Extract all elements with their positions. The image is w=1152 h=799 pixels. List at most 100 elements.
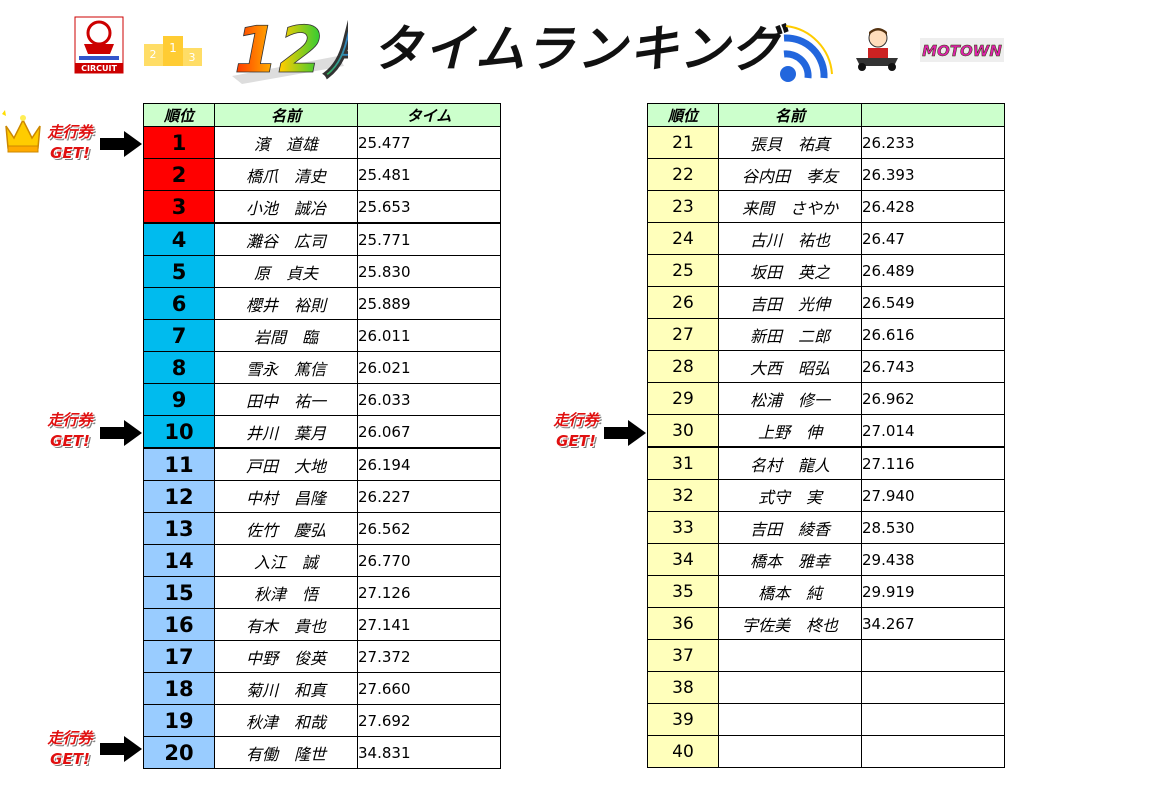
- rank-cell: 1: [143, 126, 215, 159]
- svg-text:12月: 12月: [234, 14, 348, 86]
- time-cell: 26.033: [357, 383, 501, 416]
- badge-line1: 走行券: [47, 123, 93, 141]
- table-row: 21 張貝 祐真 26.233: [647, 126, 1005, 159]
- time-cell: 26.393: [861, 158, 1005, 191]
- svg-text:1: 1: [169, 41, 177, 55]
- rank-cell: 38: [647, 671, 719, 704]
- rank-cell: 31: [647, 446, 719, 480]
- table-row: 25 坂田 英之 26.489: [647, 254, 1005, 287]
- time-cell: [861, 703, 1005, 736]
- table-row: 30 上野 伸 27.014: [647, 414, 1005, 448]
- name-cell: 吉田 綾香: [718, 511, 862, 544]
- rank-cell: 28: [647, 350, 719, 383]
- time-cell: 25.771: [357, 222, 501, 256]
- rank-cell: 19: [143, 704, 215, 737]
- badge-line1: 走行券: [553, 411, 599, 429]
- badge-line1: 走行券: [47, 411, 93, 429]
- rank-cell: 17: [143, 640, 215, 673]
- rank-cell: 23: [647, 190, 719, 223]
- time-cell: 26.562: [357, 512, 501, 545]
- rank-cell: 21: [647, 126, 719, 159]
- name-cell: 新田 二郎: [718, 318, 862, 351]
- svg-text:CIRCUIT: CIRCUIT: [81, 64, 117, 73]
- rank-cell: 25: [647, 254, 719, 287]
- rank-cell: 7: [143, 319, 215, 352]
- table-row: 20 有働 隆世 34.831: [143, 736, 501, 769]
- time-cell: 25.889: [357, 287, 501, 320]
- table-row: 26 吉田 光伸 26.549: [647, 286, 1005, 319]
- name-cell: 橋爪 清史: [214, 158, 358, 191]
- rank-cell: 10: [143, 415, 215, 449]
- time-cell: 26.011: [357, 319, 501, 352]
- time-cell: 25.830: [357, 255, 501, 288]
- name-cell: [718, 639, 862, 672]
- name-cell: 橋本 雅幸: [718, 543, 862, 576]
- badge-line2: GET!: [50, 750, 90, 768]
- time-cell: 26.962: [861, 382, 1005, 415]
- rank-cell: 9: [143, 383, 215, 416]
- rank-cell: 4: [143, 222, 215, 256]
- rank-cell: 16: [143, 608, 215, 641]
- rank-cell: 30: [647, 414, 719, 448]
- podium-icon: 1 2 3: [144, 36, 202, 66]
- table-row: 11 戸田 大地 26.194: [143, 447, 501, 481]
- time-cell: 26.067: [357, 415, 501, 449]
- rank-cell: 34: [647, 543, 719, 576]
- table-row: 2 橋爪 清史 25.481: [143, 158, 501, 191]
- arrow-right-icon: [100, 131, 142, 157]
- ticket-badge-4: 走行券 GET!: [526, 408, 666, 468]
- table-row: 32 式守 実 27.940: [647, 479, 1005, 512]
- driver-icon: [856, 28, 898, 71]
- time-cell: 27.141: [357, 608, 501, 641]
- table-row: 17 中野 俊英 27.372: [143, 640, 501, 673]
- name-cell: 大西 昭弘: [718, 350, 862, 383]
- col-header-time-empty: [861, 103, 1005, 127]
- rank-cell: 36: [647, 607, 719, 640]
- name-cell: 田中 祐一: [214, 383, 358, 416]
- name-cell: 坂田 英之: [718, 254, 862, 287]
- rank-cell: 6: [143, 287, 215, 320]
- table-row: 24 古川 祐也 26.47: [647, 222, 1005, 255]
- arrow-right-icon: [100, 736, 142, 762]
- table-row: 33 吉田 綾香 28.530: [647, 511, 1005, 544]
- name-cell: 吉田 光伸: [718, 286, 862, 319]
- table-row: 10 井川 葉月 26.067: [143, 415, 501, 449]
- circuit-logo: CIRCUIT: [74, 16, 124, 74]
- name-cell: 戸田 大地: [214, 447, 358, 481]
- time-cell: 34.831: [357, 736, 501, 769]
- name-cell: 宇佐美 柊也: [718, 607, 862, 640]
- ticket-badge-3: 走行券 GET!: [20, 726, 160, 786]
- table-row: 40: [647, 735, 1005, 768]
- svg-text:2: 2: [150, 48, 157, 61]
- table-row: 23 来間 さやか 26.428: [647, 190, 1005, 223]
- name-cell: [718, 703, 862, 736]
- table-row: 19 秋津 和哉 27.692: [143, 704, 501, 737]
- rank-cell: 14: [143, 544, 215, 577]
- name-cell: 小池 誠冶: [214, 190, 358, 224]
- table-row: 29 松浦 修一 26.962: [647, 382, 1005, 415]
- name-cell: 佐竹 慶弘: [214, 512, 358, 545]
- name-cell: 入江 誠: [214, 544, 358, 577]
- col-header-name: 名前: [214, 103, 358, 127]
- rank-cell: 8: [143, 351, 215, 384]
- table-row: 7 岩間 臨 26.011: [143, 319, 501, 352]
- name-cell: 来間 さやか: [718, 190, 862, 223]
- time-cell: 29.438: [861, 543, 1005, 576]
- rank-cell: 3: [143, 190, 215, 224]
- rank-cell: 12: [143, 480, 215, 513]
- svg-text:MOTOWN: MOTOWN: [922, 42, 1002, 60]
- time-cell: 25.653: [357, 190, 501, 224]
- rank-cell: 2: [143, 158, 215, 191]
- time-cell: 26.194: [357, 447, 501, 481]
- rank-cell: 11: [143, 447, 215, 481]
- table-row: 8 雪永 篤信 26.021: [143, 351, 501, 384]
- col-header-rank: 順位: [143, 103, 215, 127]
- name-cell: 松浦 修一: [718, 382, 862, 415]
- time-cell: 26.428: [861, 190, 1005, 223]
- table-row: 31 名村 龍人 27.116: [647, 446, 1005, 480]
- name-cell: 原 貞夫: [214, 255, 358, 288]
- name-cell: 式守 実: [718, 479, 862, 512]
- time-cell: 26.021: [357, 351, 501, 384]
- table-row: 37: [647, 639, 1005, 672]
- table-row: 15 秋津 悟 27.126: [143, 576, 501, 609]
